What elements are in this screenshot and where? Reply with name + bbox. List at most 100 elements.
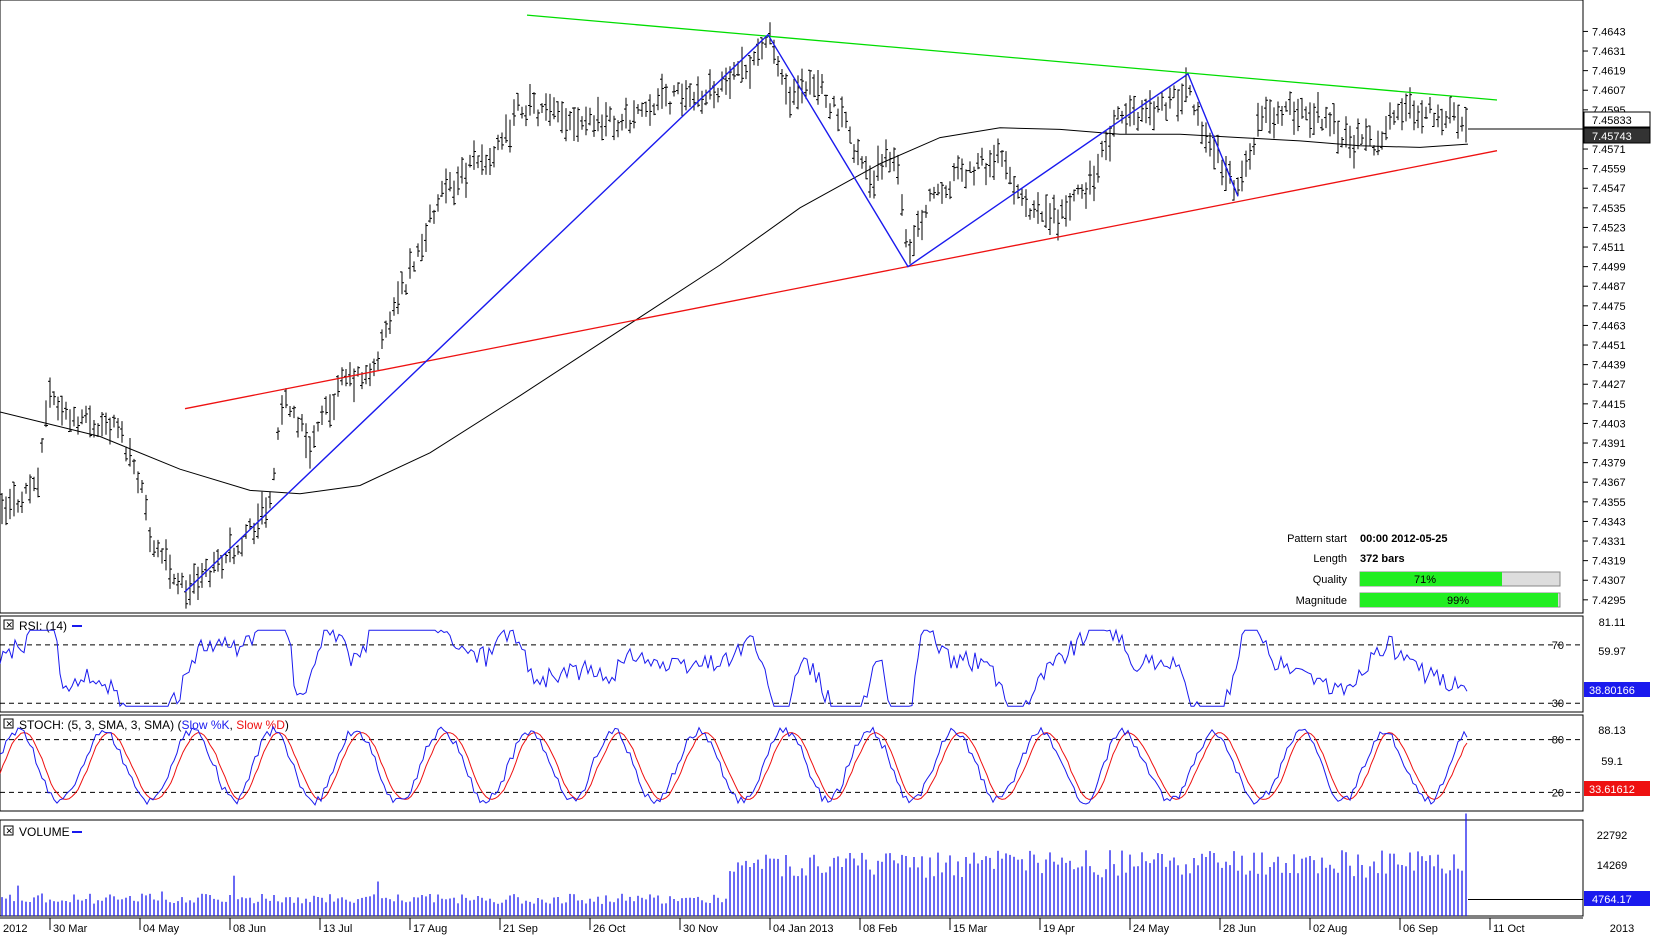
stoch-current-label: 33.61612 <box>1589 784 1635 796</box>
price-bar <box>1448 96 1452 124</box>
price-bar <box>1140 100 1144 123</box>
price-bar <box>928 188 932 202</box>
price-bar <box>1072 189 1076 202</box>
time-tick-label: 15 Mar <box>953 923 988 935</box>
time-tick-label: 17 Aug <box>413 923 447 935</box>
stoch-toggle-checkbox[interactable] <box>3 718 14 729</box>
price-bar <box>596 96 600 132</box>
price-bar <box>1276 101 1280 124</box>
price-bar <box>660 73 664 109</box>
rsi-toggle-checkbox[interactable] <box>3 619 14 630</box>
price-bar <box>968 161 972 173</box>
price-bar <box>384 320 388 338</box>
last-price-badge <box>1583 111 1651 128</box>
price-bar <box>72 406 76 427</box>
pattern-info: Pattern start 00:00 2012-05-25 Length 37… <box>1287 533 1561 608</box>
time-tick-label: 11 Oct <box>1493 923 1525 935</box>
volume-bars <box>1 813 1583 916</box>
price-bar <box>456 166 460 196</box>
price-bar <box>304 423 308 459</box>
price-panel: 7.46437.46317.46197.46077.45957.45837.45… <box>0 0 1651 614</box>
stoch-panel: ✕ STOCH: (5, 3, SMA, 3, SMA) (Slow %K, S… <box>0 714 1650 812</box>
price-bar <box>812 74 816 98</box>
price-bar <box>1020 187 1024 206</box>
price-bar <box>1028 208 1032 220</box>
price-bar <box>324 396 328 415</box>
volume-panel-frame <box>0 819 1584 917</box>
price-tick-label: 7.4379 <box>1592 458 1626 470</box>
price-bar <box>556 101 560 123</box>
price-bar <box>624 97 628 129</box>
price-bar <box>608 106 612 123</box>
price-bar <box>684 80 688 111</box>
price-bar <box>652 103 656 116</box>
price-bar <box>776 55 780 77</box>
price-bar <box>1304 106 1308 121</box>
price-bar <box>532 92 536 114</box>
price-bar <box>544 93 548 121</box>
price-bar <box>1312 103 1316 135</box>
price-bar <box>600 114 604 141</box>
price-bar <box>500 132 504 150</box>
price-tick-label: 7.4331 <box>1592 536 1626 548</box>
time-tick-label: 08 Feb <box>863 923 897 935</box>
price-bar <box>84 405 88 424</box>
price-bar <box>60 395 64 426</box>
price-bar <box>644 101 648 117</box>
price-bar <box>12 481 16 517</box>
price-bar <box>896 154 900 185</box>
price-bar <box>548 93 552 126</box>
rsi-axis-tick-mid: 59.97 <box>1598 646 1626 658</box>
price-bar <box>436 194 440 212</box>
price-bar <box>1268 99 1272 134</box>
price-bar <box>68 409 72 433</box>
price-tick-label: 7.4643 <box>1592 26 1626 38</box>
price-bar <box>444 168 448 204</box>
price-bar <box>284 388 288 409</box>
price-bar <box>328 394 332 428</box>
time-tick-label: 13 Jul <box>323 923 352 935</box>
price-tick-label: 7.4355 <box>1592 497 1626 509</box>
price-bar <box>1256 102 1260 137</box>
price-bar <box>956 155 960 180</box>
price-bar <box>296 416 300 438</box>
price-bar <box>148 527 152 553</box>
stoch-k-line <box>0 725 1468 806</box>
volume-toggle-checkbox[interactable] <box>3 825 14 836</box>
rsi-panel: ✕ RSI: (14) 70 30 81.11 59.97 38.80166 <box>0 615 1650 713</box>
price-bar <box>412 261 416 272</box>
price-bar <box>408 248 412 279</box>
price-bar <box>1196 101 1200 126</box>
price-bar <box>1456 104 1460 139</box>
price-bar <box>848 126 852 144</box>
price-tick-label: 7.4319 <box>1592 556 1626 568</box>
price-bar <box>104 412 108 435</box>
price-bar <box>228 527 232 563</box>
time-tick-label: 21 Sep <box>503 923 538 935</box>
price-tick-label: 7.4439 <box>1592 360 1626 372</box>
price-bar <box>1296 98 1300 132</box>
price-bar <box>1032 200 1036 218</box>
price-bar <box>528 84 532 116</box>
price-bar <box>792 78 796 105</box>
price-bar <box>1088 160 1092 195</box>
price-bar <box>752 51 756 66</box>
price-bar <box>932 186 936 199</box>
price-bar <box>372 358 376 377</box>
price-bar <box>632 100 636 129</box>
price-bar <box>992 144 996 180</box>
price-bar <box>884 139 888 168</box>
price-tick-label: 7.4343 <box>1592 516 1626 528</box>
price-bar <box>580 116 584 130</box>
price-bar <box>368 363 372 387</box>
price-bar <box>508 119 512 153</box>
rsi-line <box>0 628 1468 708</box>
price-bar <box>1328 112 1332 137</box>
price-bar <box>836 108 840 132</box>
price-bar <box>1416 105 1420 129</box>
price-bar <box>8 488 12 520</box>
time-tick-label: 04 Jan 2013 <box>773 923 834 935</box>
price-bar <box>1008 166 1012 185</box>
rsi-toggle-icon: ✕ <box>6 620 14 630</box>
price-bar <box>1104 131 1108 161</box>
